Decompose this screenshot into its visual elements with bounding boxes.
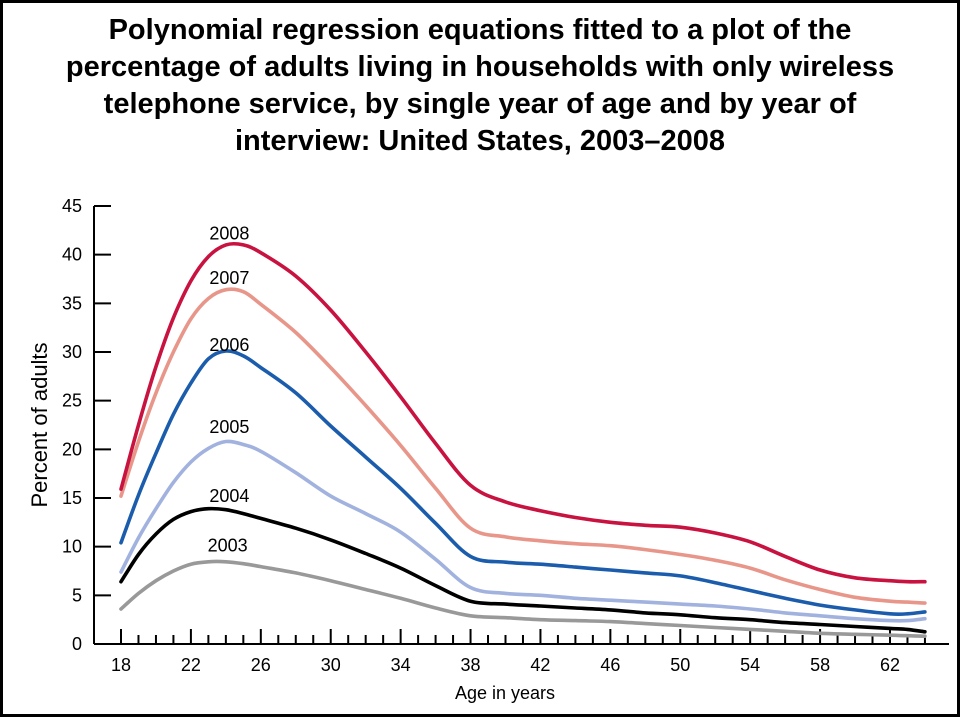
y-tick-label: 30 <box>62 342 82 362</box>
x-tick-label: 46 <box>600 655 620 675</box>
curve-label-2003: 2003 <box>208 536 248 556</box>
curve-label-2007: 2007 <box>209 268 249 288</box>
y-tick-label: 25 <box>62 391 82 411</box>
x-axis-title: Age in years <box>455 683 555 703</box>
x-tick-label: 62 <box>880 655 900 675</box>
curve-2008 <box>119 241 927 584</box>
curve-2007 <box>119 287 927 605</box>
curve-label-2004: 2004 <box>209 486 249 506</box>
chart-title-line-2: percentage of adults living in household… <box>65 51 895 83</box>
chart-title-line-1: Polynomial regression equations fitted t… <box>108 14 852 46</box>
y-axis-title: Percent of adults <box>27 342 52 507</box>
chart-canvas: Percent of adults Age in years 0 5 10 15 20 2… <box>27 196 949 703</box>
x-tick-label: 58 <box>810 655 830 675</box>
chart-title-line-3: telephone service, by single year of age… <box>103 88 857 120</box>
curve-label-2006: 2006 <box>209 335 249 355</box>
y-tick-label: 5 <box>72 585 82 605</box>
curve-label-2008: 2008 <box>209 223 249 243</box>
curve-2003 <box>119 559 927 638</box>
x-tick-label: 34 <box>391 655 411 675</box>
x-tick-label: 30 <box>321 655 341 675</box>
curve-2004 <box>119 506 927 634</box>
x-tick-label: 22 <box>181 655 201 675</box>
curve-2005 <box>119 439 927 623</box>
y-tick-label: 0 <box>72 634 82 654</box>
x-tick-label: 42 <box>530 655 550 675</box>
y-tick-label: 40 <box>62 245 82 265</box>
curve-label-2005: 2005 <box>209 417 249 437</box>
y-tick-label: 45 <box>62 196 82 216</box>
x-tick-label: 18 <box>111 655 131 675</box>
y-tick-label: 15 <box>62 488 82 508</box>
x-tick-label: 26 <box>251 655 271 675</box>
x-tick-label: 54 <box>740 655 760 675</box>
chart-title-line-4: interview: United States, 2003–2008 <box>234 125 725 157</box>
y-tick-label: 35 <box>62 293 82 313</box>
y-tick-label: 20 <box>62 439 82 459</box>
curve-2006 <box>119 349 927 617</box>
chart-title: Polynomial regression equations fitted t… <box>3 12 957 160</box>
x-tick-label: 50 <box>670 655 690 675</box>
x-tick-label: 38 <box>461 655 481 675</box>
y-tick-label: 10 <box>62 537 82 557</box>
